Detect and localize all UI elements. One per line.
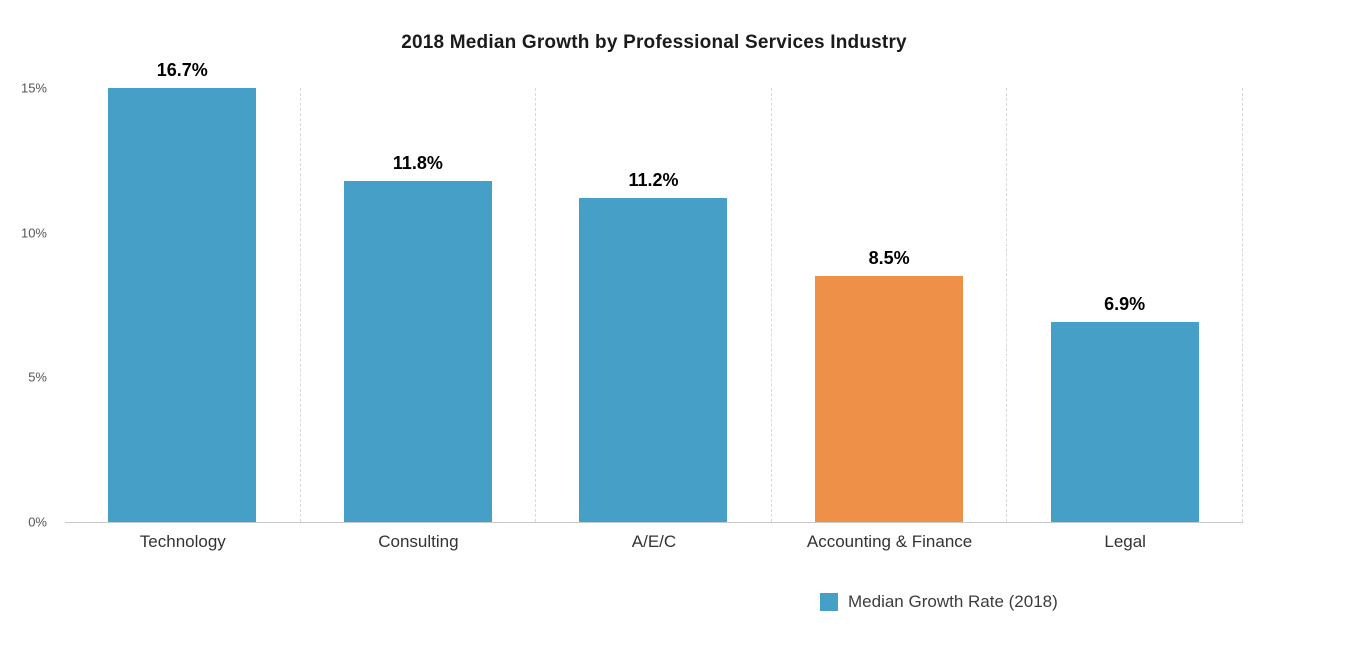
bar (1050, 322, 1199, 522)
value-label: 11.2% (628, 169, 679, 190)
category-label: A/E/C (631, 532, 677, 551)
y-tick-label: 5% (28, 369, 47, 385)
chart-title: 2018 Median Growth by Professional Servi… (401, 32, 907, 53)
category-label: Accounting & Finance (806, 532, 973, 551)
bar (815, 276, 964, 522)
value-label: 6.9% (1104, 294, 1146, 315)
bar-cell: 11.2% (536, 88, 772, 522)
y-tick-label: 15% (20, 80, 47, 96)
bar-cell: 8.5% (772, 88, 1008, 522)
bar (343, 180, 492, 522)
y-axis: 0% 5% 10% 15% (0, 81, 50, 530)
category-label: Legal (1104, 532, 1146, 551)
x-axis-labels: Technology Consulting A/E/C Accounting & Fi… (65, 532, 1243, 552)
plot-area: 16.7% 11.8% 11.2% 8.5% 6.9% (65, 60, 1243, 523)
legend-swatch (820, 593, 838, 611)
legend-label: Median Growth Rate (2018) (848, 592, 1058, 611)
category-label: Technology (139, 532, 226, 551)
value-label: 16.7% (156, 60, 208, 80)
category-label: Consulting (378, 532, 459, 551)
value-label: 11.8% (392, 152, 443, 173)
bar-cell: 16.7% (65, 60, 301, 522)
bar (579, 197, 728, 522)
bar-cell: 6.9% (1007, 88, 1243, 522)
value-label: 8.5% (868, 248, 910, 269)
bar (108, 88, 257, 522)
y-tick-label: 0% (28, 514, 47, 530)
bar-cell: 11.8% (301, 88, 537, 522)
legend: Median Growth Rate (2018) (820, 592, 1058, 612)
y-tick-label: 10% (20, 225, 47, 241)
